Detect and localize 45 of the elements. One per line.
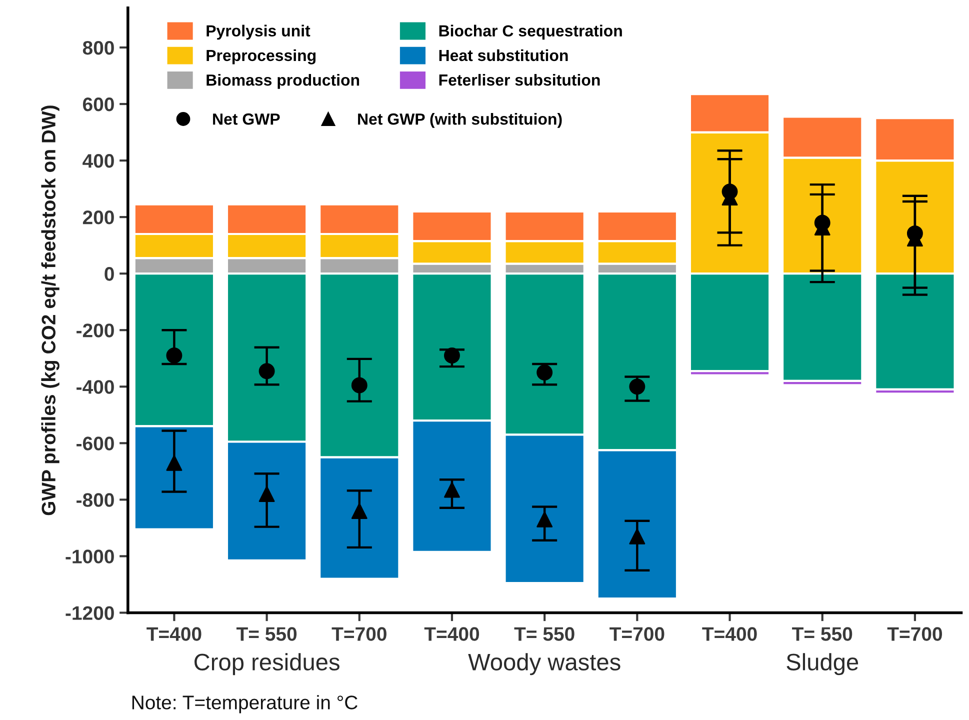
- text: Woody wastes: [468, 653, 620, 676]
- y-tick-label: -600: [76, 436, 114, 450]
- point: [351, 503, 368, 519]
- point: [536, 511, 553, 528]
- x-tick-label: T=400: [424, 627, 480, 641]
- legend-label: Biochar C sequestration: [439, 24, 622, 40]
- legend-label: Pyrolysis unit: [206, 24, 310, 40]
- legend-label: Feterliser subsitution: [439, 74, 600, 86]
- y-tick-label: 200: [82, 210, 114, 224]
- y-tick-label: -1200: [66, 606, 114, 620]
- x-tick-label: T=700: [332, 627, 386, 641]
- x-tick-label: T=700: [610, 627, 664, 641]
- y-tick-label: 0: [104, 267, 114, 281]
- text: Sludge: [786, 653, 858, 676]
- x-tick-label: T= 550: [792, 627, 852, 641]
- point: [444, 348, 460, 364]
- legend-label: Heat substitution: [439, 49, 568, 62]
- x-tick-label: T=700: [887, 627, 942, 641]
- point: [166, 454, 182, 471]
- y-tick-label: 800: [82, 40, 114, 55]
- y-tick-label: -800: [76, 493, 114, 507]
- x-tick-label: T= 550: [236, 627, 297, 641]
- text: Crop residues: [194, 653, 340, 676]
- legend-label: Biomass production: [206, 74, 360, 89]
- y-axis-title: GWP profiles (kg CO2 eq/t feedstock on DW): [41, 106, 60, 516]
- point: [629, 528, 646, 544]
- legend-label: Preprocessing: [206, 49, 316, 64]
- point: [536, 364, 553, 380]
- point: [166, 348, 182, 364]
- point: [629, 378, 646, 395]
- y-tick-label: -200: [76, 324, 114, 338]
- point: [258, 363, 275, 380]
- y-tick-label: 400: [82, 154, 114, 168]
- y-tick-label: 600: [82, 97, 114, 112]
- point: [444, 482, 460, 498]
- x-tick-label: T=400: [702, 627, 757, 641]
- x-tick-label: T=400: [146, 627, 202, 641]
- legend-label: Net GWP (with substituion): [358, 113, 562, 128]
- y-tick-label: -400: [76, 380, 114, 394]
- y-tick-label: -1000: [66, 550, 114, 564]
- point: [351, 377, 368, 394]
- point: [258, 486, 275, 502]
- legend-label: Net GWP: [213, 113, 280, 125]
- text: Note: T=temperature in °C: [132, 695, 358, 714]
- x-tick-label: T= 550: [514, 627, 574, 641]
